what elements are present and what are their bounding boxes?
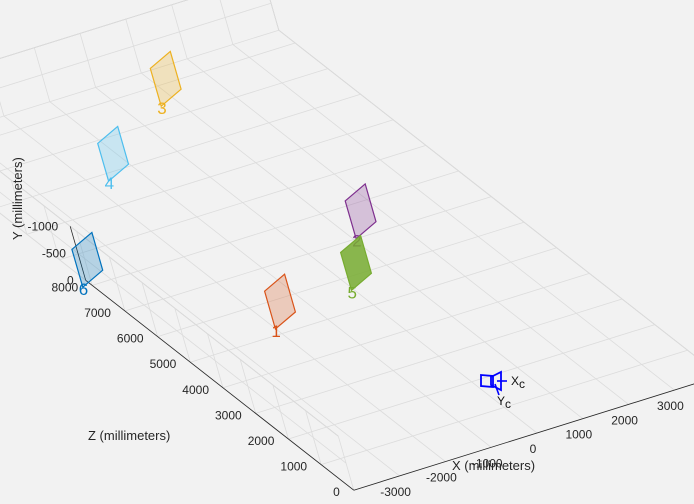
grid-line-x <box>0 212 355 491</box>
x-tick-label: -2000 <box>426 471 457 485</box>
x-axis-line <box>353 383 694 491</box>
axes-box <box>0 0 694 437</box>
axis-lines <box>69 226 694 491</box>
grid-line-z <box>157 221 525 337</box>
z-axis-line <box>85 279 355 491</box>
board-2 <box>344 182 377 240</box>
y-axis-line <box>69 226 87 281</box>
x-tick-label: 2000 <box>611 413 638 427</box>
frame-edge <box>0 170 339 437</box>
grid-line-z <box>92 170 459 286</box>
z-tick-label: 5000 <box>150 357 177 371</box>
camera-lens <box>490 370 502 392</box>
board-label-5: 5 <box>348 283 357 302</box>
grid-line-x <box>186 58 629 405</box>
grid-lines <box>0 0 694 491</box>
camera-y-axis-arrow <box>494 383 500 396</box>
grid-line-z <box>26 119 394 235</box>
grid-line-x <box>95 87 538 434</box>
camera-x-subscript: c <box>519 377 525 391</box>
grid-line-z <box>255 298 623 414</box>
grid-line-x-wall <box>0 100 5 117</box>
frame-edge <box>278 29 694 356</box>
checkerboards: 123456 <box>71 50 377 341</box>
camera-y-subscript: c <box>505 397 511 411</box>
z-tick-label: 6000 <box>117 332 144 346</box>
x-tick-label: -1000 <box>472 456 503 470</box>
grid-line-y-back <box>0 29 279 118</box>
grid-line-y-side <box>0 212 355 491</box>
z-tick-label: 2000 <box>248 434 275 448</box>
z-tick-label: 1000 <box>280 460 307 474</box>
grid-line-z <box>59 145 427 261</box>
z-tick-label: 0 <box>333 485 340 499</box>
grid-line-y-back <box>0 2 272 89</box>
grid-line-x <box>0 162 400 477</box>
x-axis-label: X (millimeters) <box>452 458 535 473</box>
grid-line-z <box>320 349 688 465</box>
grid-line-z <box>0 68 328 172</box>
board-3 <box>149 50 182 108</box>
board-label-1: 1 <box>271 322 280 341</box>
grid-line-y-side <box>0 191 347 464</box>
x-tick-label: -3000 <box>380 485 411 499</box>
grid-line-z <box>124 196 492 312</box>
x-tick-label: 3000 <box>657 399 684 413</box>
y-tick-label: 0 <box>67 273 74 287</box>
z-tick-label: 8000 <box>51 280 78 294</box>
y-axis-label: Y (millimeters) <box>10 157 25 240</box>
grid-line-x-wall <box>269 0 280 31</box>
grid-line-z <box>288 324 655 440</box>
board-label-6: 6 <box>79 280 88 299</box>
grid-line-z <box>0 42 296 136</box>
z-axis-label: Z (millimeters) <box>88 428 170 443</box>
z-tick-label: 7000 <box>84 306 111 320</box>
grid-line-x <box>232 44 675 391</box>
grid-line-x-wall <box>219 0 234 45</box>
board-6 <box>71 231 104 289</box>
y-tick-label: -1000 <box>27 219 58 233</box>
board-label-4: 4 <box>105 174 114 193</box>
z-tick-label: 4000 <box>182 383 209 397</box>
tick-labels: -3000 -2000 -1000 0 1000 2000 3000 0 1000 2000 300… <box>27 219 684 499</box>
grid-line-z <box>222 273 590 389</box>
grid-line-y-side <box>0 170 339 437</box>
grid-line-z <box>190 247 557 363</box>
grid-line-z <box>353 383 694 491</box>
camera-y-label: Y <box>497 394 505 408</box>
z-tick-label: 3000 <box>215 408 242 422</box>
grid-line-x <box>3 115 446 462</box>
x-tick-label: 0 <box>530 442 537 456</box>
grid-line-x <box>49 101 492 448</box>
x-tick-label: 1000 <box>565 428 592 442</box>
board-5 <box>339 234 373 292</box>
grid-line-y-back <box>0 0 189 59</box>
board-1 <box>263 273 297 331</box>
y-tick-label: -500 <box>42 246 66 260</box>
camera-x-label: X <box>511 374 519 388</box>
board-label-3: 3 <box>157 99 166 118</box>
board-4 <box>97 125 130 183</box>
grid-line-x <box>278 29 694 356</box>
grid-line-z <box>0 93 361 208</box>
